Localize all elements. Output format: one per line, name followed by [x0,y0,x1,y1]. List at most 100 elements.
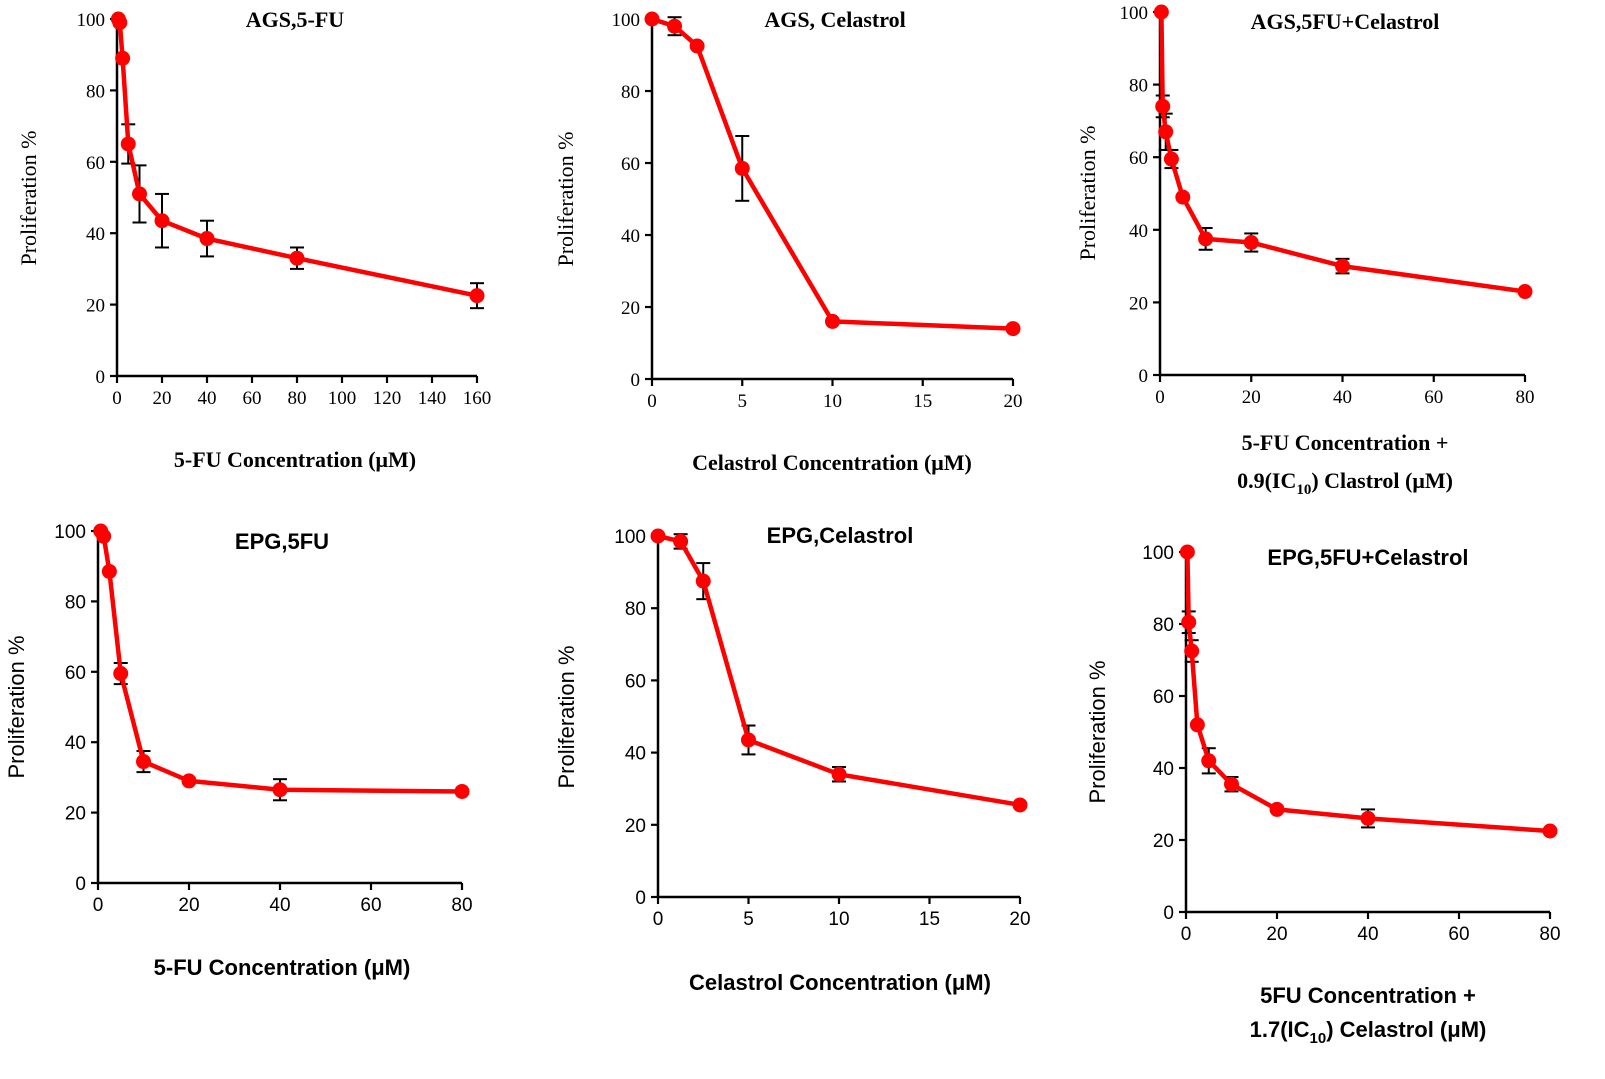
chart-title: EPG,5FU+Celastrol [1267,545,1468,570]
y-tick-label: 20 [625,816,646,837]
y-tick-label: 100 [614,527,646,548]
chart-panel-2: 0 20 40 60 80 100 0 5 10 15 20 AGS, Celastrol Prolif… [553,7,1023,475]
data-point [1181,614,1197,630]
chart-title: EPG,5FU [235,529,329,554]
x-tick-label: 20 [1266,924,1287,945]
chart-panel-6: 0 20 40 60 80 100 0 20 40 60 80 EPG,5FU+Celastrol Pr… [1085,543,1561,1047]
data-point [101,563,117,579]
x-tick-label: 20 [1242,387,1261,408]
data-point [831,766,847,782]
x-tick-label: 80 [288,388,307,409]
data-point [154,213,170,229]
y-tick-label: 100 [1142,543,1174,564]
x-tick-label: 10 [828,909,849,930]
x-tick-label: 140 [418,388,447,409]
y-tick-label: 40 [621,226,640,247]
x-tick-label: 0 [1181,924,1192,945]
y-axis-label: Proliferation % [554,645,579,788]
y-tick-label: 60 [625,671,646,692]
x-tick-label: 0 [1155,387,1165,408]
y-tick-label: 40 [86,224,105,245]
x-tick-label: 20 [1004,391,1023,412]
x-tick-label: 15 [919,909,940,930]
chart-panel-1: 0 20 40 60 80 100 0 20 40 60 80 100 120 140 160 AGS,5-F… [16,7,491,472]
data-point [650,528,666,544]
data-point [667,18,683,34]
y-tick-label: 80 [1153,615,1174,636]
y-tick-label: 100 [612,10,641,31]
data-point [199,231,215,247]
chart-panel-3: 0 20 40 60 80 100 0 20 40 60 80 AGS,5FU+Celastrol Pr… [1075,3,1535,498]
x-tick-label: 60 [243,388,262,409]
y-tick-label: 100 [1120,3,1149,24]
data-point [1179,544,1195,560]
chart-panel-5: 0 20 40 60 80 100 0 5 10 15 20 EPG,Celastrol Prolife… [554,523,1031,995]
chart-title: AGS,5-FU [246,7,345,32]
series-line [651,16,1014,331]
x-tick-label: 5 [743,909,754,930]
y-tick-label: 60 [621,154,640,175]
y-tick-label: 40 [65,733,86,754]
x-axis-label-line: 5-FU Concentration (μM) [154,955,411,980]
data-point [734,160,750,176]
data-point [120,136,136,152]
data-point [1224,776,1239,792]
data-point [695,573,711,589]
data-point [1360,810,1376,826]
x-tick-label: 0 [653,909,664,930]
y-tick-label: 0 [1139,366,1149,387]
x-tick-label: 160 [463,388,492,409]
data-point [1155,98,1171,114]
series-line [657,533,1021,808]
y-tick-label: 20 [621,298,640,319]
y-tick-label: 20 [86,296,105,317]
y-axis-label: Proliferation % [1075,125,1100,260]
data-point [136,754,151,770]
x-axis-label-line: Celastrol Concentration (μM) [692,450,972,475]
y-tick-label: 0 [96,367,106,388]
y-tick-label: 60 [86,153,105,174]
y-axis-label: Proliferation % [16,130,41,265]
data-point [1175,189,1191,205]
y-tick-label: 60 [1129,148,1148,169]
y-axis-label: Proliferation % [4,635,29,778]
data-point [1335,258,1350,274]
x-tick-label: 20 [1009,909,1030,930]
data-point [1517,284,1533,300]
x-axis-label-line: 1.7(IC10​) Celastrol (μM) [1250,1017,1487,1047]
y-tick-label: 60 [1153,687,1174,708]
x-tick-label: 60 [360,895,381,916]
x-tick-label: 40 [269,895,290,916]
x-tick-label: 80 [1539,924,1560,945]
y-tick-label: 80 [1129,76,1148,97]
y-tick-label: 80 [625,599,646,620]
x-tick-label: 5 [738,391,748,412]
data-point [469,288,485,304]
data-point [1189,717,1205,733]
data-point [741,732,756,748]
x-tick-label: 10 [823,391,842,412]
data-point [454,783,470,799]
x-tick-label: 40 [1357,924,1378,945]
y-tick-label: 0 [1163,903,1174,924]
data-point [1201,753,1217,769]
data-point [1184,643,1200,659]
data-point [1012,797,1028,813]
x-tick-label: 80 [451,895,472,916]
data-point [132,186,147,202]
x-axis-label-line: 5FU Concentration + [1260,983,1476,1008]
y-tick-label: 100 [77,10,106,31]
y-axis-label: Proliferation % [553,131,578,266]
data-point [272,782,288,798]
x-axis-label-line: 5-FU Concentration + [1242,430,1449,455]
y-tick-label: 20 [1153,831,1174,852]
chart-title: AGS,5FU+Celastrol [1251,9,1440,34]
data-point [825,313,840,329]
x-axis-label-line: Celastrol Concentration (μM) [689,970,991,995]
x-tick-label: 20 [178,895,199,916]
chart-panel-4: 0 20 40 60 80 100 0 20 40 60 80 EPG,5FU Proliferatio… [4,522,473,980]
y-tick-label: 0 [631,370,641,391]
data-point [1163,151,1179,167]
data-point [289,250,305,266]
